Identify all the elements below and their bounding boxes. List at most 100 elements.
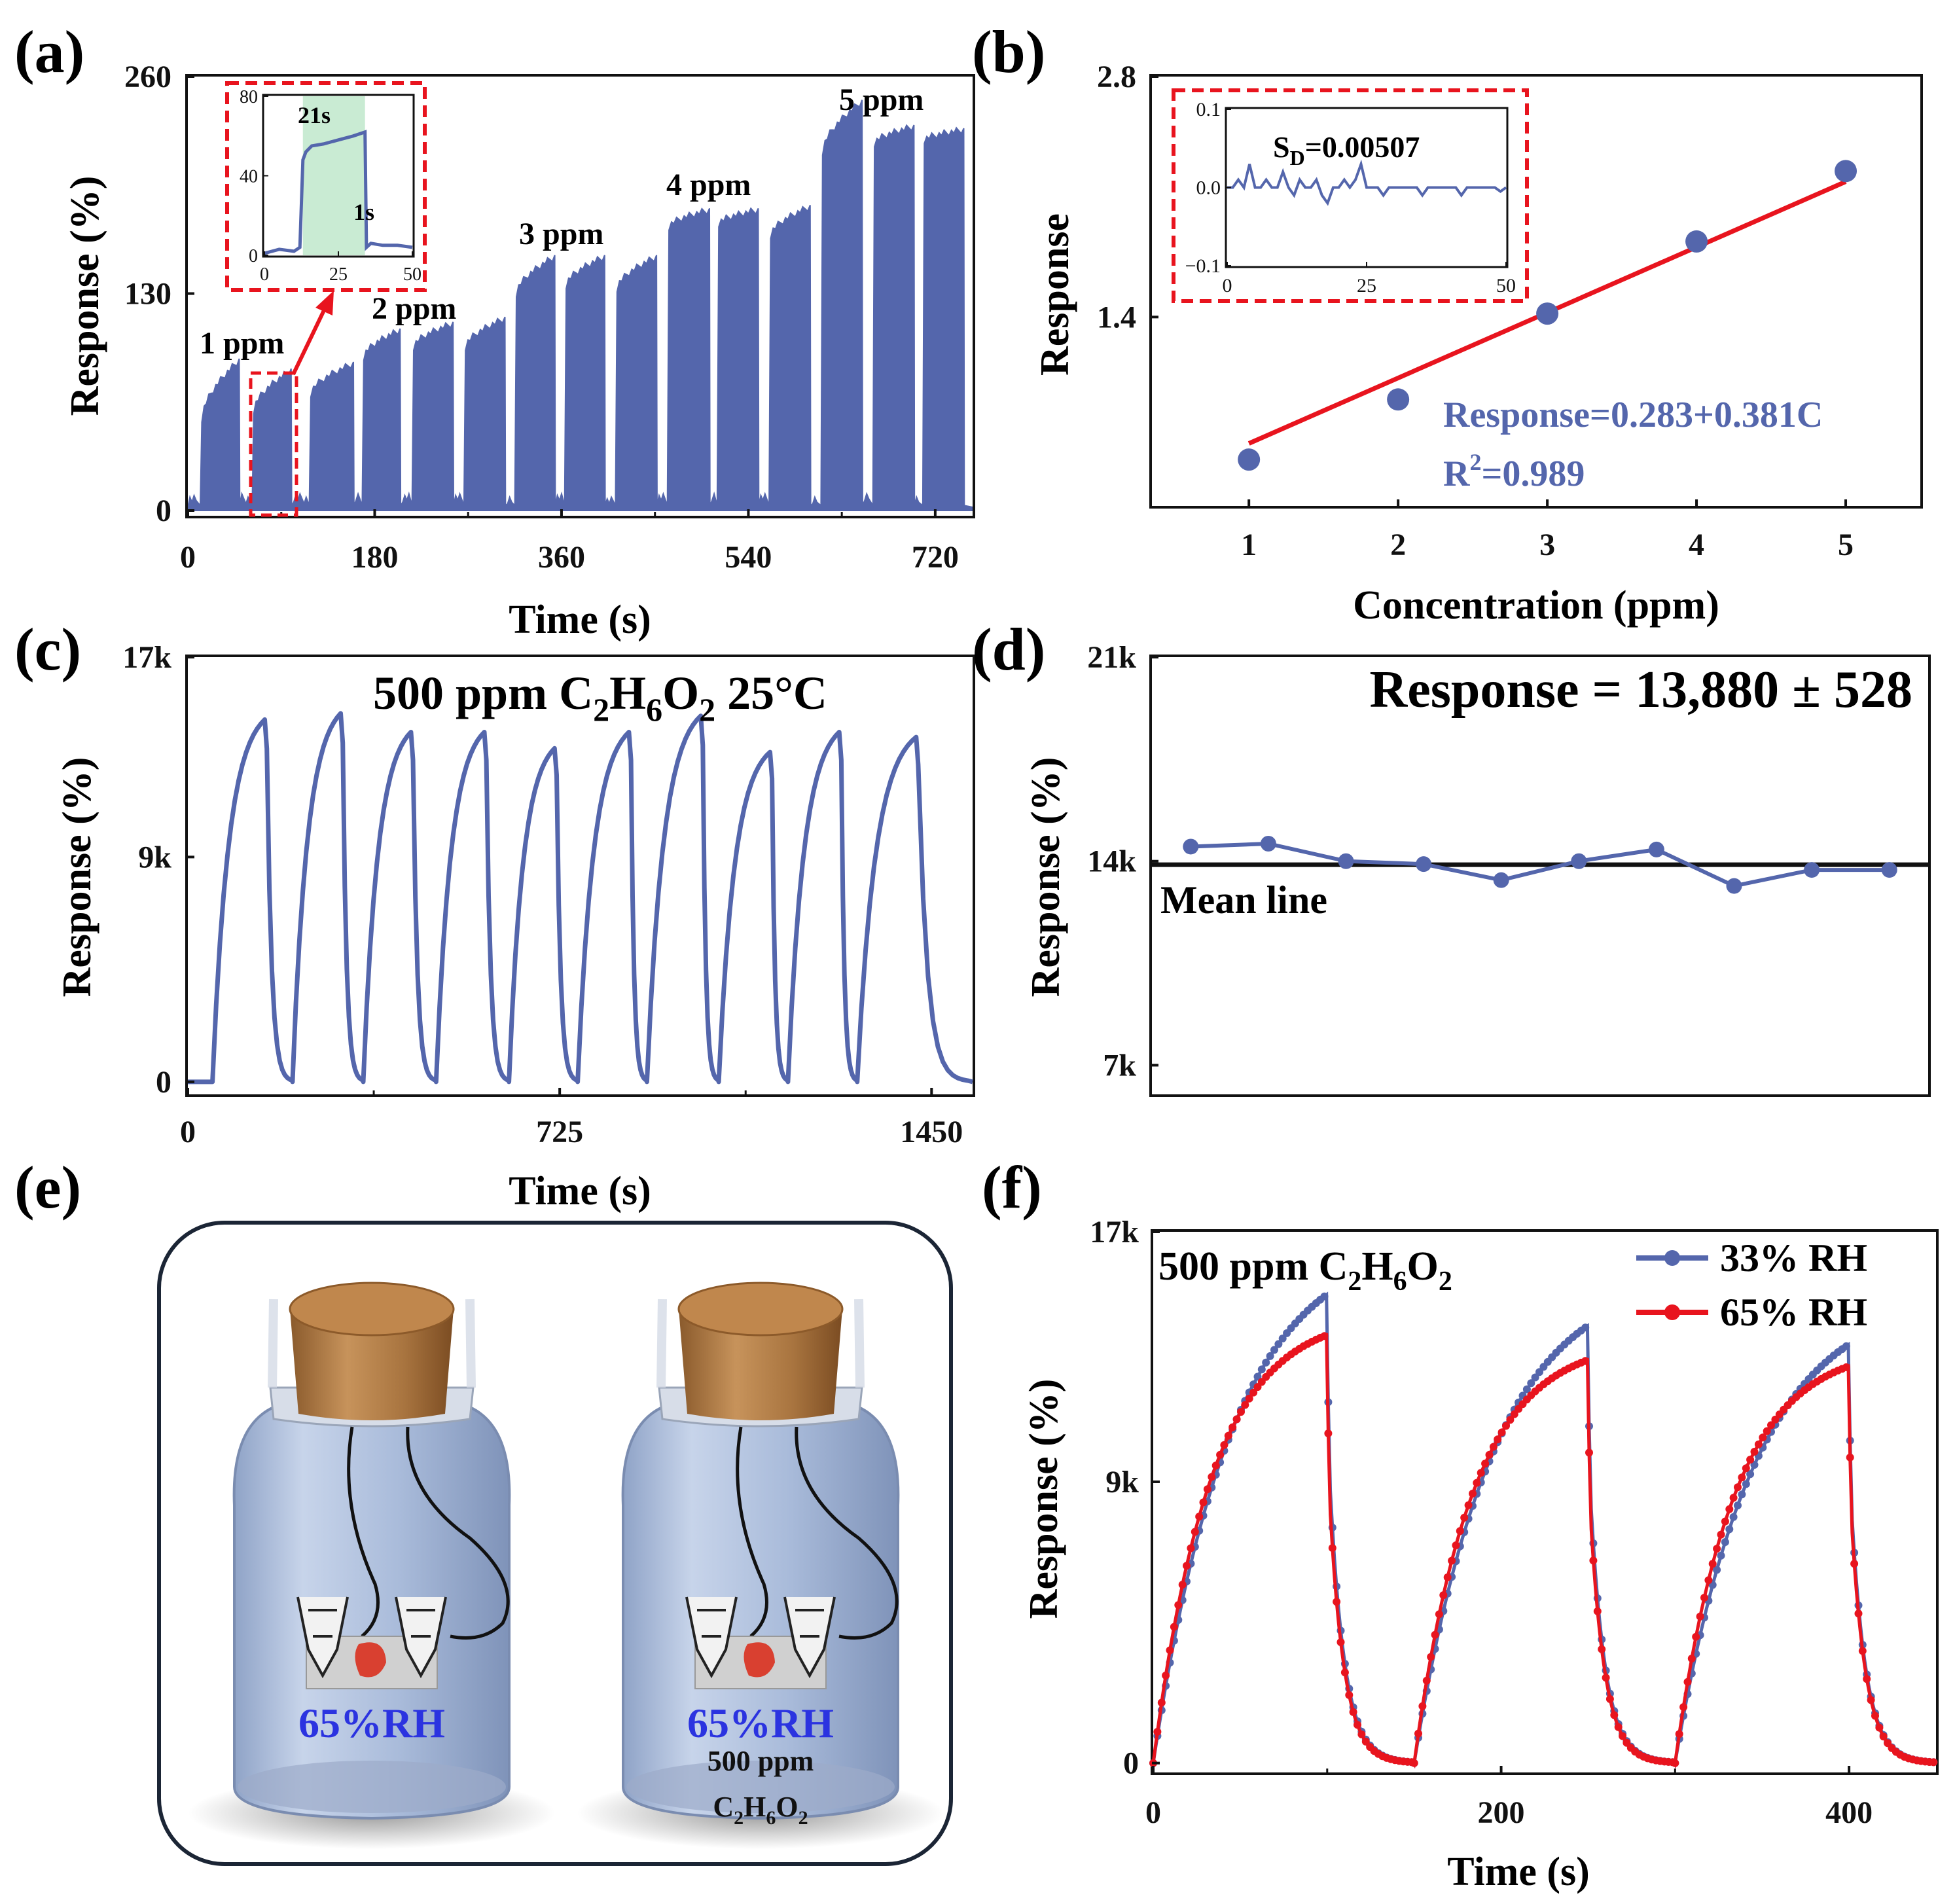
- series-65rh-point: [1598, 1645, 1606, 1653]
- jar1-glass-collar: [268, 1299, 476, 1388]
- series-65rh-point: [1232, 1415, 1241, 1424]
- series-65rh-point: [1211, 1462, 1220, 1470]
- jar1-sensor-film: [355, 1642, 386, 1678]
- panel-b-frame: [1149, 74, 1923, 509]
- series-65rh-point: [1354, 1721, 1361, 1729]
- zoom-arrow: [291, 306, 327, 376]
- series-33rh-point: [1721, 1538, 1729, 1546]
- inset-a-xtick-label-2: 50: [403, 264, 421, 285]
- response-trace-a: [187, 99, 973, 511]
- series-33rh-point: [1274, 1340, 1283, 1348]
- series-65rh-point: [1498, 1428, 1506, 1437]
- jar2-cork: [679, 1309, 842, 1420]
- series-65rh-point: [1700, 1594, 1708, 1602]
- series-65rh-point: [1602, 1674, 1610, 1682]
- jar1-wire-2: [406, 1426, 510, 1640]
- series-33rh-point: [1278, 1335, 1287, 1342]
- series-65rh-point: [1692, 1632, 1700, 1641]
- panel-e: (e) 65%RH 65%RH 500 ppm C2H6O2: [14, 1154, 953, 1866]
- jar2-gas-formula: C2H6O2: [713, 1791, 808, 1829]
- a-xtick-label-2: 360: [538, 540, 585, 575]
- panel-f-xlabel: Time (s): [1447, 1850, 1590, 1894]
- series-65rh-point: [1170, 1623, 1178, 1631]
- series-65rh-point: [1850, 1560, 1859, 1568]
- panel-f-title: 500 ppm C2H6O2: [1158, 1244, 1452, 1297]
- jar2-clip-2: [783, 1596, 836, 1679]
- b-ytick-label-1: 2.8: [1097, 60, 1136, 94]
- panel-d-title: Response = 13,880 ± 528: [1369, 661, 1912, 719]
- series-65rh-point: [1742, 1464, 1750, 1473]
- panel-c-ylabel: Response (%): [55, 757, 99, 997]
- inset-b-xtick-label-2: 50: [1496, 275, 1516, 296]
- series-65rh-point: [1619, 1732, 1627, 1740]
- inset-b-ytick-label-2: −0.1: [1185, 255, 1221, 277]
- d-ytick-label-0: 7k: [1103, 1048, 1136, 1083]
- series-65rh-point: [1452, 1541, 1460, 1549]
- d-point-3: [1338, 853, 1354, 869]
- series-65rh-point: [1585, 1448, 1593, 1457]
- series-65rh-point: [1863, 1675, 1871, 1683]
- a-ytick-label-2: 260: [124, 60, 171, 94]
- jar2-wire-1: [736, 1426, 768, 1638]
- series-65rh-point: [1717, 1530, 1725, 1539]
- data-point-4: [1685, 230, 1708, 253]
- series-65rh-point: [1187, 1544, 1195, 1553]
- inset-a-ytick-label-2: 80: [240, 87, 258, 107]
- a-xtick-label-4: 720: [912, 540, 959, 575]
- fit-equation: Response=0.283+0.381C: [1443, 395, 1823, 435]
- mean-line-label: Mean line: [1160, 878, 1327, 922]
- series-65rh-point: [1729, 1494, 1738, 1502]
- series-33rh-point: [1262, 1358, 1270, 1367]
- d-point-5: [1493, 872, 1509, 888]
- series-65rh-point: [1581, 1357, 1590, 1365]
- series-65rh-point: [1439, 1591, 1448, 1600]
- response-series-d: [1191, 841, 1890, 888]
- series-65rh-point: [1879, 1733, 1888, 1741]
- panel-a-frame: [185, 74, 975, 518]
- b-xtick-label-2: 3: [1539, 528, 1555, 562]
- series-65rh-point: [1593, 1607, 1602, 1615]
- series-65rh-point: [1683, 1678, 1692, 1686]
- inset-a-label-1s: 1s: [353, 199, 374, 225]
- panel-b-ylabel: Response: [1033, 213, 1077, 376]
- d-point-7: [1648, 841, 1664, 857]
- series-65rh-point: [1763, 1427, 1771, 1435]
- jar1-body: [232, 1406, 511, 1820]
- a-ytick-label-1: 130: [124, 277, 171, 312]
- series-65rh-point: [1157, 1698, 1166, 1707]
- legend-33-label: 33% RH: [1720, 1236, 1867, 1280]
- b-xtick-label-1: 2: [1390, 528, 1406, 562]
- series-65rh-point: [1469, 1490, 1477, 1498]
- series-33rh-point: [1270, 1346, 1278, 1354]
- series-65rh-point: [1324, 1429, 1333, 1437]
- panel-c-title: 500 ppm C2H6O2 25°C: [373, 667, 827, 728]
- c-xtick-label-2: 1450: [900, 1115, 963, 1149]
- series-65rh-point: [1456, 1527, 1464, 1536]
- series-65rh-point: [1224, 1431, 1232, 1440]
- jar2-cork-top: [677, 1282, 844, 1337]
- c-xtick-label-0: 0: [180, 1115, 196, 1149]
- jar1-cork: [290, 1309, 454, 1420]
- series-65rh-point: [1929, 1758, 1938, 1767]
- jar1-clip-2: [395, 1596, 447, 1679]
- jar1-rh-label: 65%RH: [298, 1700, 445, 1746]
- jar2-rh-label: 65%RH: [687, 1700, 834, 1746]
- d-point-9: [1804, 862, 1820, 878]
- a-xtick-label-3: 540: [725, 540, 772, 575]
- zoom-box: [249, 371, 298, 517]
- series-65rh-point: [1750, 1448, 1759, 1456]
- inset-b-ytick-label-0: 0.1: [1196, 99, 1221, 120]
- series-33rh-point: [1522, 1385, 1531, 1393]
- series-33rh-point: [1535, 1368, 1543, 1376]
- panel-f-frame: [1151, 1229, 1939, 1775]
- inset-b-border: [1172, 88, 1529, 303]
- panel-a-xlabel: Time (s): [509, 598, 651, 642]
- a-xtick-label-0: 0: [180, 540, 196, 575]
- jar2-wire-2: [795, 1426, 899, 1640]
- series-65rh-point: [1464, 1501, 1473, 1509]
- d-point-2: [1260, 836, 1276, 852]
- jar1-wire-1: [347, 1426, 380, 1638]
- series-33rh-point: [1734, 1501, 1742, 1510]
- series-65rh-point: [1502, 1422, 1510, 1430]
- jar1-cork-top: [289, 1282, 455, 1337]
